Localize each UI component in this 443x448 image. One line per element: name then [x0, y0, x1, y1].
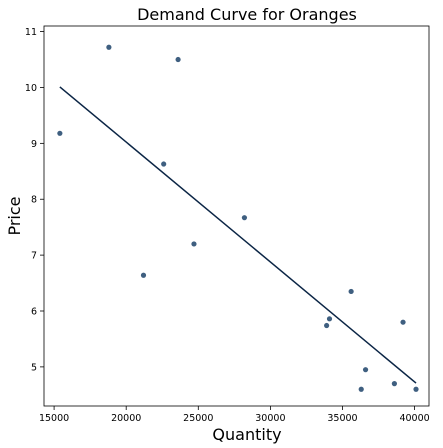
data-point	[348, 288, 354, 295]
y-axis-label: Price	[5, 196, 24, 235]
x-axis: 15000 20000 25000 30000 35000 40000	[39, 406, 430, 424]
data-point	[400, 319, 406, 325]
data-point	[106, 44, 112, 50]
y-axis: 5 6 7 8 9 10 11	[25, 27, 44, 373]
y-tick-label: 9	[31, 139, 37, 150]
trend-line	[59, 86, 417, 384]
data-point	[241, 215, 248, 221]
data-point	[57, 130, 63, 136]
x-tick-label: 15000	[39, 413, 69, 424]
data-point	[161, 161, 167, 167]
y-tick-label: 10	[25, 83, 37, 94]
x-tick-label: 25000	[183, 413, 213, 424]
data-point	[391, 381, 397, 387]
data-point	[324, 322, 330, 329]
y-tick-label: 5	[31, 362, 37, 373]
plot-area	[43, 25, 430, 407]
x-tick-label: 20000	[111, 413, 141, 424]
data-point	[358, 386, 364, 392]
chart-title: Demand Curve for Oranges	[137, 5, 357, 24]
x-axis-label: Quantity	[212, 425, 281, 444]
data-point	[362, 367, 369, 373]
x-tick-label: 35000	[327, 413, 357, 424]
plot-marks	[57, 44, 419, 392]
x-tick-label: 30000	[255, 413, 285, 424]
data-point	[413, 386, 419, 392]
data-point	[326, 316, 333, 322]
y-tick-label: 8	[31, 195, 37, 206]
data-point	[140, 272, 147, 278]
y-tick-label: 11	[25, 27, 37, 38]
data-point	[175, 56, 181, 63]
data-point	[191, 241, 197, 247]
x-tick-label: 40000	[399, 413, 429, 424]
y-tick-label: 6	[31, 307, 37, 318]
y-tick-label: 7	[31, 251, 37, 262]
